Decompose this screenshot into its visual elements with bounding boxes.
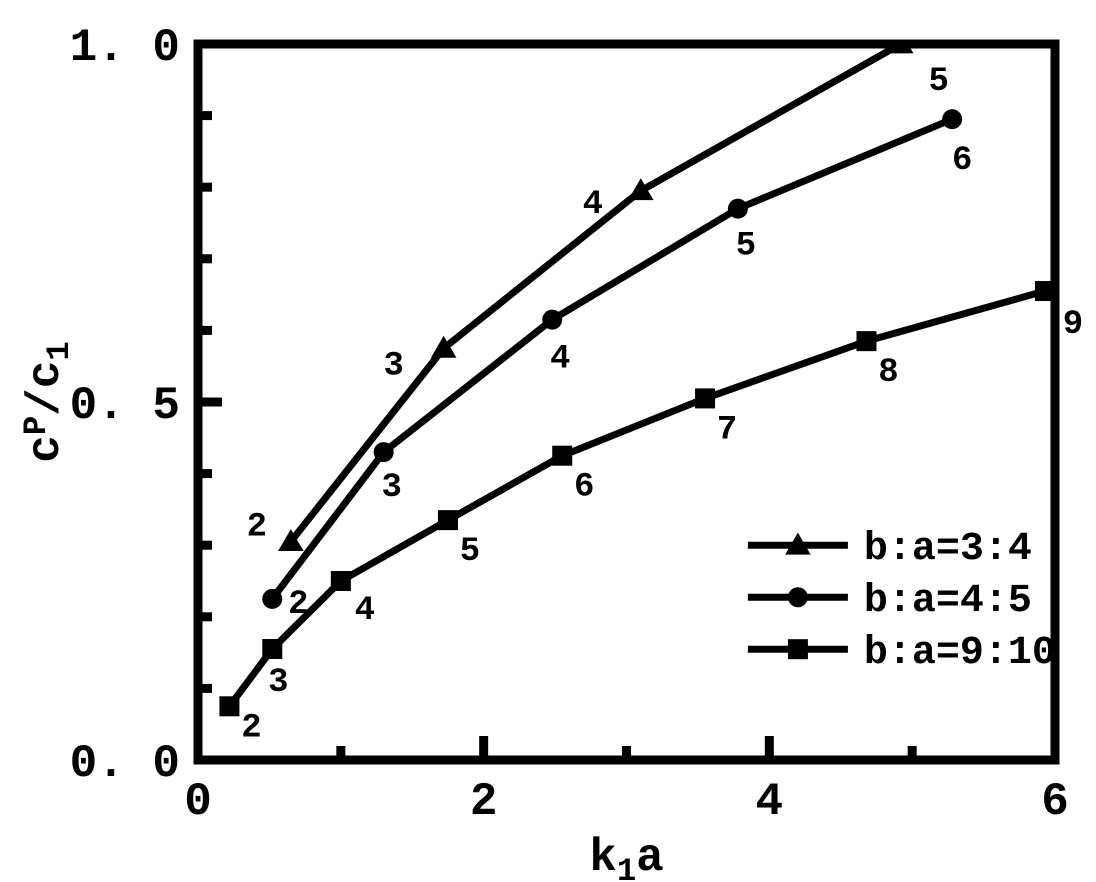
point-label: 4 — [355, 592, 375, 630]
x-tick-label: 2 — [470, 776, 498, 828]
point-label: 7 — [717, 411, 737, 449]
chart-container: 0246k1a0. 00. 51. 0cP/c12345234562345678… — [0, 0, 1096, 882]
marker-square-icon — [219, 696, 239, 716]
marker-square-icon — [438, 510, 458, 530]
point-label: 3 — [268, 664, 288, 702]
x-tick-label: 4 — [756, 776, 784, 828]
marker-circle-icon — [374, 442, 394, 462]
point-label: 2 — [247, 509, 267, 547]
x-tick-label: 6 — [1041, 776, 1069, 828]
x-tick-label: 0 — [184, 776, 212, 828]
point-label: 5 — [736, 228, 756, 266]
marker-circle-icon — [728, 199, 748, 219]
y-tick-label: 0. 0 — [70, 738, 180, 790]
point-label: 6 — [952, 142, 972, 180]
point-label: 4 — [550, 341, 570, 379]
marker-circle-icon — [788, 587, 808, 607]
point-label: 6 — [574, 469, 594, 507]
marker-square-icon — [1035, 281, 1055, 301]
y-tick-label: 1. 0 — [70, 22, 180, 74]
marker-square-icon — [331, 571, 351, 591]
point-label: 3 — [383, 347, 403, 385]
legend-label: b:a=3:4 — [864, 527, 1032, 572]
legend-label: b:a=9:10 — [864, 631, 1056, 676]
y-tick-label: 0. 5 — [70, 380, 180, 432]
legend-label: b:a=4:5 — [864, 579, 1032, 624]
marker-square-icon — [788, 639, 808, 659]
point-label: 9 — [1063, 306, 1083, 344]
point-label: 3 — [381, 469, 401, 507]
marker-circle-icon — [542, 310, 562, 330]
point-label: 5 — [460, 533, 480, 571]
point-label: 8 — [878, 354, 898, 392]
point-label: 4 — [583, 186, 603, 224]
chart-svg: 0246k1a0. 00. 51. 0cP/c12345234562345678… — [0, 0, 1096, 882]
marker-square-icon — [856, 331, 876, 351]
point-label: 2 — [241, 709, 261, 747]
point-label: 5 — [929, 63, 949, 101]
marker-square-icon — [262, 639, 282, 659]
marker-square-icon — [695, 388, 715, 408]
marker-circle-icon — [262, 589, 282, 609]
marker-square-icon — [552, 446, 572, 466]
marker-circle-icon — [942, 109, 962, 129]
point-label: 2 — [288, 586, 308, 624]
